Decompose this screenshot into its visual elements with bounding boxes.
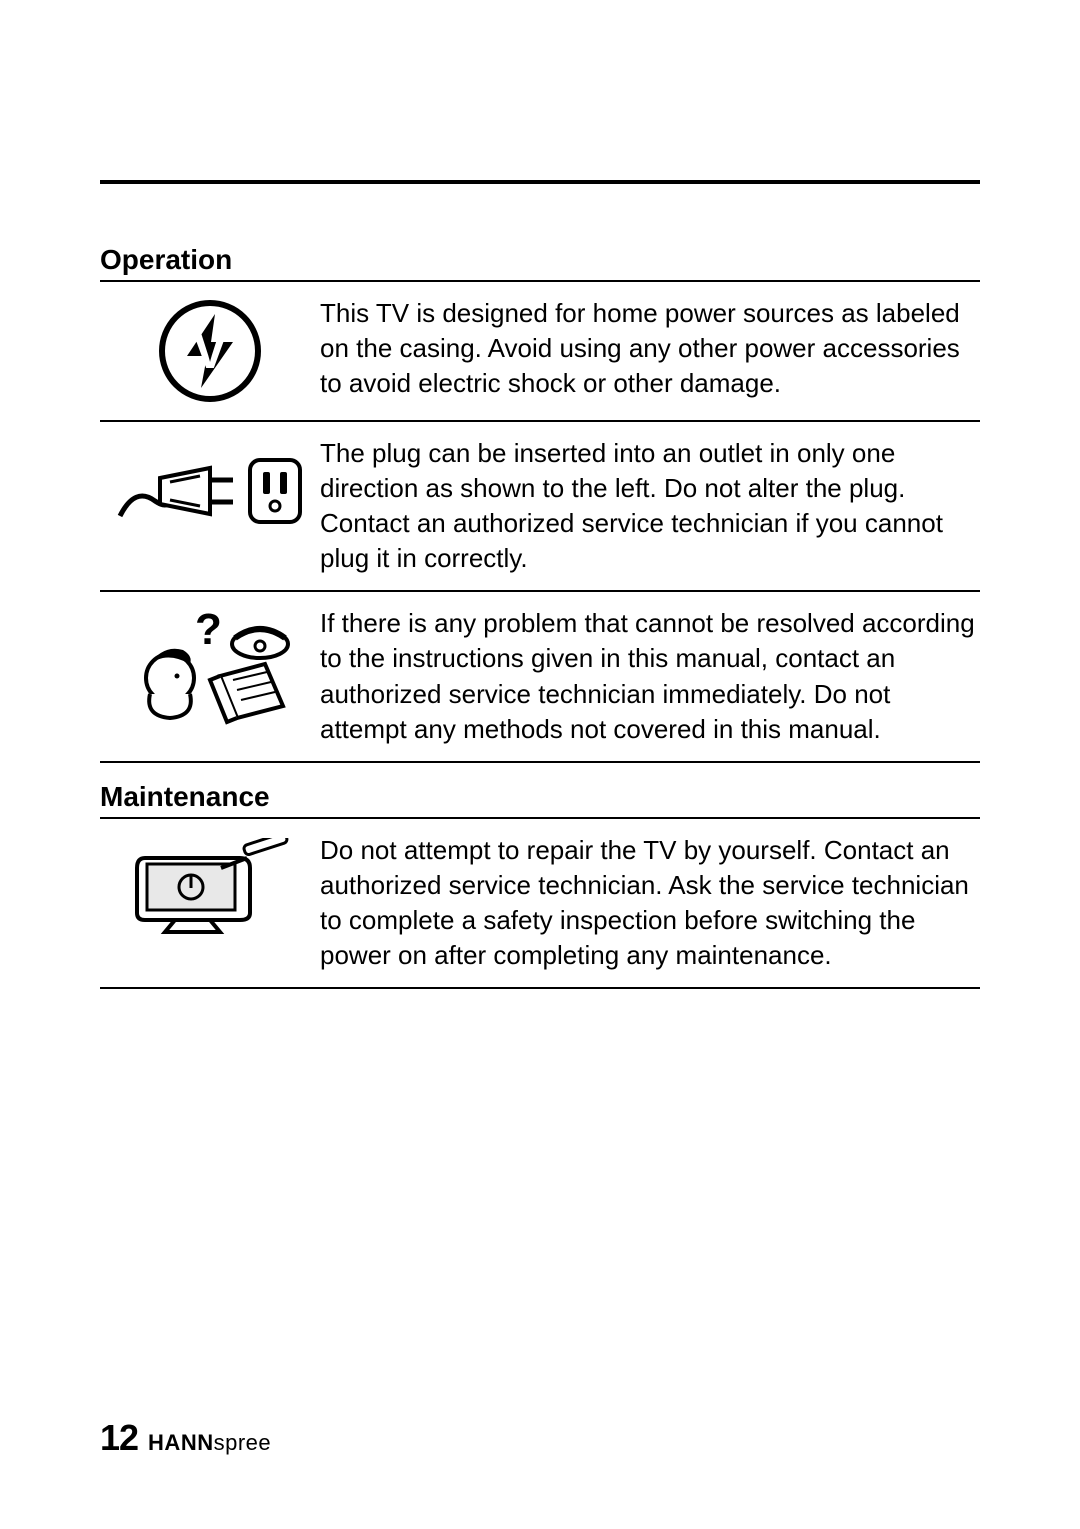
row-text: This TV is designed for home power sourc… <box>320 296 980 401</box>
brand-bold: HANN <box>148 1430 214 1455</box>
section-heading-operation: Operation <box>100 244 980 276</box>
repair-icon <box>100 833 320 943</box>
section-maintenance: Maintenance Do not attempt to repair the… <box>100 781 980 989</box>
row-text: Do not attempt to repair the TV by yours… <box>320 833 980 973</box>
row-support: ? If there is any problem that cannot be… <box>100 592 980 762</box>
plug-icon <box>100 436 320 546</box>
brand-light: spree <box>214 1430 272 1455</box>
page-number: 12 <box>100 1417 138 1459</box>
row-voltage: V This TV is designed for home power sou… <box>100 282 980 422</box>
section-heading-maintenance: Maintenance <box>100 781 980 813</box>
page-footer: 12 HANNspree <box>100 1417 271 1459</box>
section-operation: Operation V This TV is designed for home… <box>100 244 980 763</box>
row-repair: Do not attempt to repair the TV by yours… <box>100 819 980 989</box>
row-plug: The plug can be inserted into an outlet … <box>100 422 980 592</box>
brand-logo: HANNspree <box>148 1430 271 1456</box>
svg-text:V: V <box>193 322 228 380</box>
svg-text:?: ? <box>195 606 222 654</box>
row-text: If there is any problem that cannot be r… <box>320 606 980 746</box>
top-page-rule <box>100 180 980 184</box>
row-text: The plug can be inserted into an outlet … <box>320 436 980 576</box>
voltage-icon: V <box>100 296 320 406</box>
support-icon: ? <box>100 606 320 726</box>
